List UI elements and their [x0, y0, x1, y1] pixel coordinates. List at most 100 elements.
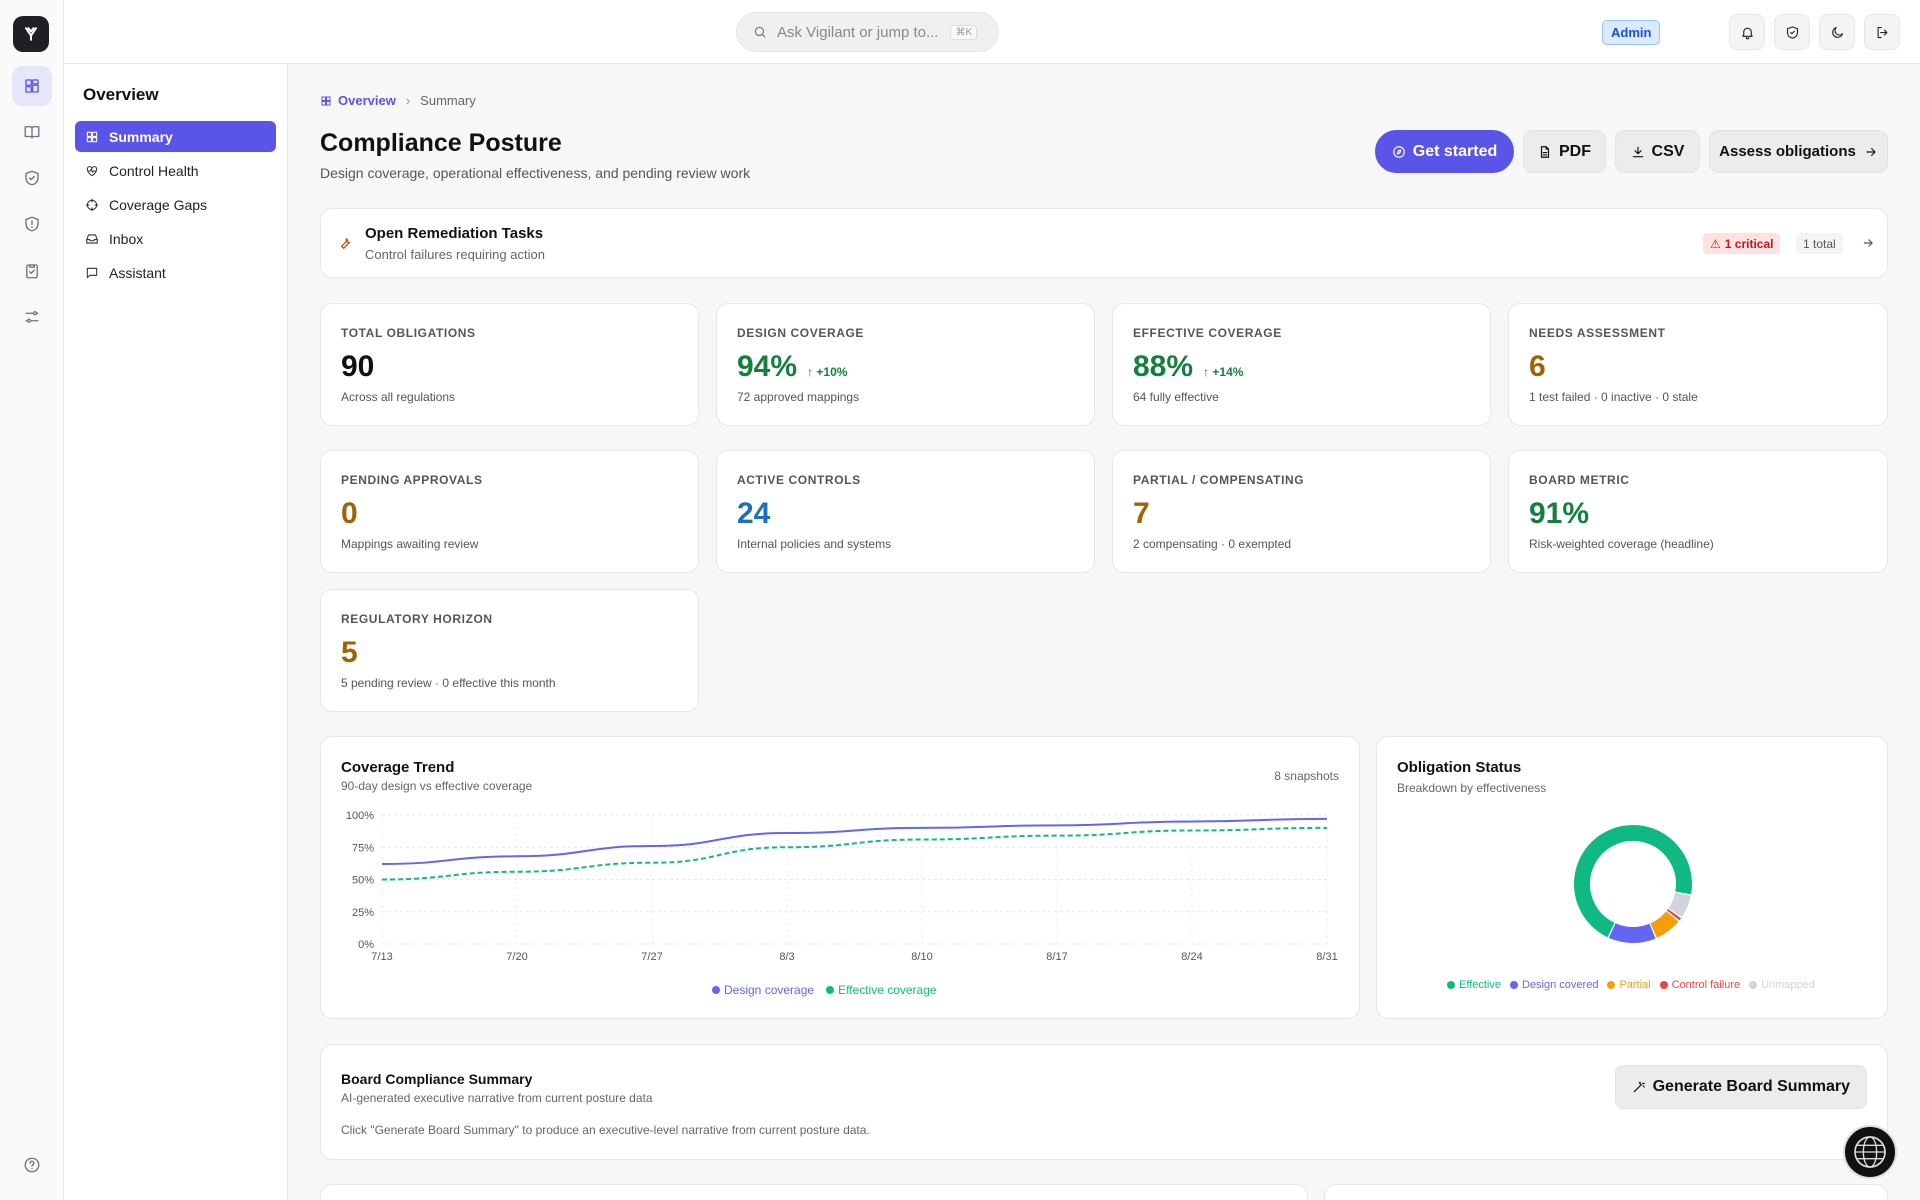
kpi-value: 0 — [341, 497, 358, 530]
sidebar-item-inbox[interactable]: Inbox — [75, 223, 276, 254]
csv-button[interactable]: CSV — [1615, 130, 1700, 173]
y-tick-label: 0% — [358, 939, 374, 951]
donut-slice-effective — [1574, 825, 1692, 938]
sidebar-item-label: Control Health — [109, 162, 199, 179]
bell-icon — [1741, 27, 1753, 39]
kpi-desc: 5 pending review · 0 effective this mont… — [341, 676, 556, 690]
wrench-icon — [341, 238, 351, 249]
kpi-label: ACTIVE CONTROLS — [737, 473, 861, 487]
file-icon — [1540, 145, 1550, 158]
theme-toggle-button[interactable] — [1819, 14, 1855, 50]
kpi-card: PARTIAL / COMPENSATING 7 2 compensating … — [1112, 450, 1491, 573]
legend-item-control-failure: Control failure — [1659, 979, 1740, 991]
book-icon — [24, 126, 40, 139]
logo-icon — [25, 27, 37, 41]
remediation-card[interactable]: Open Remediation Tasks Control failures … — [320, 208, 1888, 278]
kpi-value: 24 — [737, 497, 771, 530]
shield-icon — [1786, 25, 1798, 39]
critical-badge: ⚠ 1 critical — [1703, 233, 1781, 254]
legend-item-unmapped: Unmapped — [1749, 979, 1815, 991]
kpi-card: ACTIVE CONTROLS 24 Internal policies and… — [716, 450, 1095, 573]
trend-legend: Design coverage Effective coverage — [712, 983, 949, 997]
rail-settings[interactable] — [12, 297, 52, 337]
app-logo[interactable] — [13, 16, 49, 52]
search-shortcut: ⌘K — [950, 24, 978, 40]
kpi-delta: ↑ +10% — [807, 365, 848, 379]
kpi-value: 88% ↑ +14% — [1133, 350, 1244, 383]
search-bar[interactable]: Ask Vigilant or jump to... ⌘K — [736, 12, 999, 52]
breadcrumb-root-label: Overview — [338, 93, 396, 108]
donut-slice-control-failure — [1666, 908, 1682, 921]
x-tick-label: 7/20 — [506, 951, 527, 963]
y-tick-label: 75% — [352, 842, 374, 854]
shield-alert-icon — [25, 216, 39, 232]
x-tick-label: 8/10 — [911, 951, 932, 963]
x-tick-label: 8/17 — [1046, 951, 1067, 963]
sidebar-item-coverage-gaps[interactable]: Coverage Gaps — [75, 189, 276, 220]
sidebar-item-label: Summary — [109, 128, 173, 145]
sidebar-item-summary[interactable]: Summary — [75, 121, 276, 152]
alert-icon: ⚠ — [1710, 236, 1721, 251]
breadcrumb-separator-icon: › — [405, 93, 411, 108]
shield-check-icon — [25, 170, 39, 186]
rail-assessments[interactable] — [12, 251, 52, 291]
kpi-value: 91% — [1529, 497, 1590, 530]
total-badge: 1 total — [1796, 233, 1843, 254]
breadcrumb-root[interactable]: Overview — [320, 93, 396, 108]
kpi-card: BOARD METRIC 91% Risk-weighted coverage … — [1508, 450, 1888, 573]
search-icon — [754, 26, 766, 38]
sliders-icon — [25, 311, 39, 323]
rail-library[interactable] — [12, 112, 52, 152]
x-tick-label: 8/24 — [1181, 951, 1202, 963]
kpi-value: 6 — [1529, 350, 1546, 383]
x-tick-label: 7/27 — [641, 951, 662, 963]
x-tick-label: 7/13 — [371, 951, 392, 963]
legend-item-design: Design coverage — [712, 983, 814, 997]
rail-risks[interactable] — [12, 204, 52, 244]
sidebar-item-label: Coverage Gaps — [109, 196, 208, 213]
snapshot-count: 8 snapshots — [1274, 769, 1339, 783]
get-started-button[interactable]: Get started — [1375, 130, 1514, 173]
kpi-card: DESIGN COVERAGE 94% ↑ +10% 72 approved ma… — [716, 303, 1095, 426]
get-started-label: Get started — [1412, 142, 1498, 160]
kpi-value: 5 — [341, 636, 358, 669]
sidebar-title: Overview — [83, 85, 159, 104]
kpi-value: 7 — [1133, 497, 1150, 530]
kpi-delta: ↑ +14% — [1203, 365, 1244, 379]
bottom-card — [1324, 1184, 1888, 1200]
kpi-card: EFFECTIVE COVERAGE 88% ↑ +14% 64 fully ef… — [1112, 303, 1491, 426]
pdf-button[interactable]: PDF — [1523, 130, 1606, 173]
logout-button[interactable] — [1864, 14, 1900, 50]
sidebar-item-assistant[interactable]: Assistant — [75, 257, 276, 288]
status-legend: Effective Design covered Partial Control… — [1447, 979, 1815, 991]
logout-icon — [1877, 26, 1887, 38]
coverage-trend-card: Coverage Trend 90-day design vs effectiv… — [320, 736, 1360, 1019]
assistant-fab[interactable] — [1843, 1125, 1897, 1179]
rail-help[interactable] — [12, 1145, 52, 1185]
legend-item-effective: Effective coverage — [826, 983, 937, 997]
series-line-design — [381, 817, 1328, 866]
chart-subtitle: Breakdown by effectiveness — [1397, 781, 1547, 795]
y-tick-label: 100% — [346, 810, 374, 822]
kpi-label: NEEDS ASSESSMENT — [1529, 326, 1666, 340]
assess-obligations-button[interactable]: Assess obligations — [1709, 130, 1888, 173]
obligation-status-donut — [1574, 825, 1692, 943]
magic-wand-icon — [1633, 1081, 1645, 1093]
donut-slice-unmapped — [1668, 892, 1691, 918]
critical-count: 1 critical — [1724, 236, 1774, 251]
donut-slice-design-covered — [1608, 923, 1656, 943]
arrow-right-icon — [1863, 239, 1873, 247]
page-title: Compliance Posture — [320, 129, 562, 157]
rail-controls[interactable] — [12, 158, 52, 198]
generate-board-summary-button[interactable]: Generate Board Summary — [1614, 1065, 1867, 1109]
sidebar-item-control-health[interactable]: Control Health — [75, 155, 276, 186]
board-title: Board Compliance Summary — [341, 1071, 533, 1087]
kpi-value: 90 — [341, 350, 375, 383]
chart-title: Coverage Trend — [341, 759, 455, 776]
security-button[interactable] — [1774, 14, 1810, 50]
kpi-label: PENDING APPROVALS — [341, 473, 483, 487]
rail-dashboard[interactable] — [12, 66, 52, 106]
bottom-card — [320, 1184, 1308, 1200]
kpi-desc: 72 approved mappings — [737, 390, 860, 404]
notifications-button[interactable] — [1729, 14, 1765, 50]
